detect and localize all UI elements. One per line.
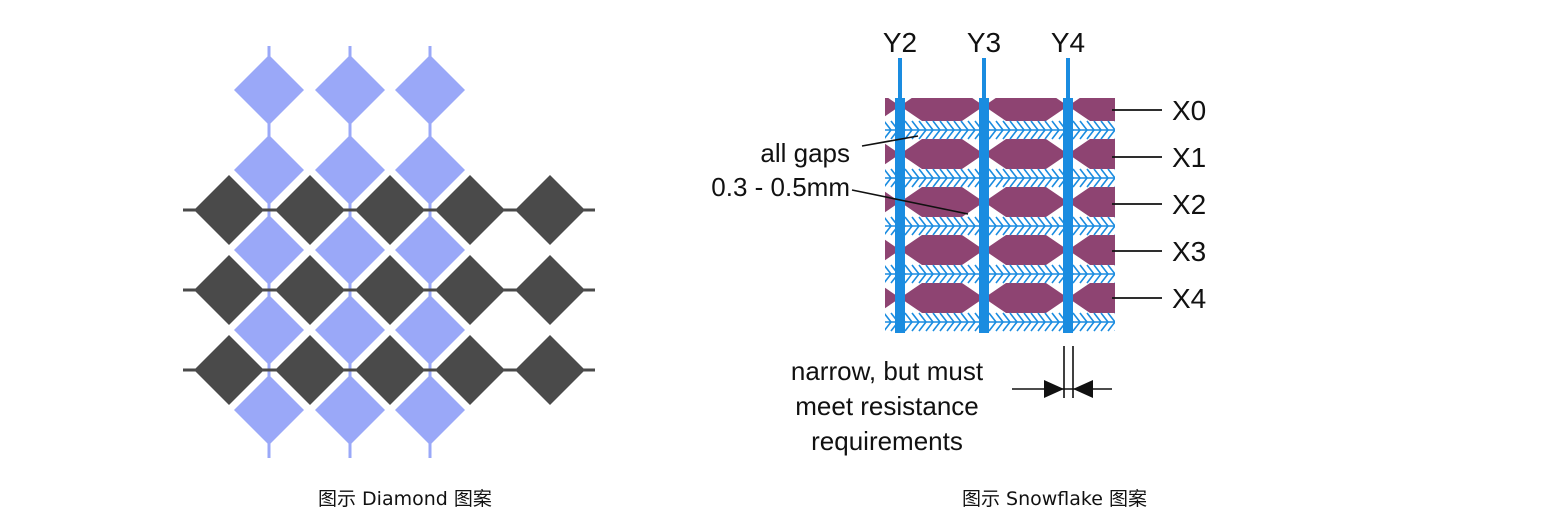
blue-diamond-pads <box>234 55 465 445</box>
dark-diamond-pad <box>355 335 425 405</box>
blue-diamond-pad <box>234 135 304 205</box>
gap-pointer-2 <box>851 189 969 215</box>
x-electrode-lobe <box>1068 235 1115 265</box>
blue-diamond-pad <box>234 55 304 125</box>
x-electrode-lobe <box>885 287 900 309</box>
x-label-x1: X1 <box>1172 142 1206 173</box>
dark-diamond-pad <box>194 335 264 405</box>
dark-diamond-pad <box>194 175 264 245</box>
x-electrode-lobe <box>1068 187 1115 217</box>
dark-diamond-pad <box>275 175 345 245</box>
x-label-leaders <box>1112 109 1162 299</box>
blue-diamond-pad <box>315 375 385 445</box>
dark-diamond-pad <box>355 255 425 325</box>
x-electrode-lobe <box>1068 139 1115 169</box>
x-label-x3: X3 <box>1172 236 1206 267</box>
blue-diamond-pad <box>234 215 304 285</box>
gap-annotation-line2: 0.3 - 0.5mm <box>711 172 850 202</box>
x-electrode-lobe <box>900 98 984 121</box>
dark-diamond-pad <box>355 175 425 245</box>
x-electrode-lobe <box>1068 98 1115 121</box>
blue-diamond-pad <box>315 215 385 285</box>
width-annotation-line3: requirements <box>811 426 963 456</box>
y-electrode-lines <box>895 98 1073 333</box>
dark-diamond-pad <box>515 175 585 245</box>
blue-diamond-pad <box>395 375 465 445</box>
x-label-x2: X2 <box>1172 189 1206 220</box>
x-electrode-lobe <box>900 187 984 217</box>
dark-diamond-pad <box>515 335 585 405</box>
blue-diamond-pad <box>234 295 304 365</box>
snowflake-pattern: Y2 Y3 Y4 X0 X1 X2 X3 X4 all gaps 0.3 - 0… <box>711 27 1206 456</box>
gap-annotation-line1: all gaps <box>760 138 850 168</box>
blue-diamond-pad <box>315 135 385 205</box>
x-electrode-lobe <box>900 139 984 169</box>
diamond-caption: 图示 Diamond 图案 <box>318 488 492 510</box>
dark-diamond-pad <box>275 255 345 325</box>
dark-diamond-pad <box>194 255 264 325</box>
y-electrode <box>1063 98 1073 333</box>
blue-diamond-pad <box>315 55 385 125</box>
x-electrode-lobe <box>900 235 984 265</box>
y-label-y4: Y4 <box>1051 27 1085 58</box>
width-annotation-line2: meet resistance <box>795 391 979 421</box>
x-electrode-lobe <box>900 283 984 313</box>
dark-diamond-pad <box>435 335 505 405</box>
y-label-y3: Y3 <box>967 27 1001 58</box>
blue-diamond-pad <box>395 135 465 205</box>
y-electrode-lead <box>982 58 986 98</box>
dark-diamond-pad <box>435 255 505 325</box>
gap-pointer-1 <box>861 135 919 147</box>
x-electrode-lobe <box>885 98 900 117</box>
x-electrode-lobe <box>1068 283 1115 313</box>
dimension-arrow-right <box>1073 380 1093 398</box>
x-electrode-lobe <box>984 187 1068 217</box>
snowflake-caption: 图示 Snowflake 图案 <box>962 488 1147 510</box>
x-electrode-lobe <box>984 139 1068 169</box>
blue-diamond-pad <box>395 55 465 125</box>
blue-diamond-pad <box>395 215 465 285</box>
x-electrode-bands <box>885 98 1115 313</box>
y-electrode <box>895 98 905 333</box>
x-electrode-lobe <box>885 143 900 165</box>
dark-diamond-pad <box>435 175 505 245</box>
blue-diamond-pad <box>395 295 465 365</box>
blue-diamond-pad <box>315 295 385 365</box>
width-annotation-line1: narrow, but must <box>791 356 984 386</box>
blue-diamond-pad <box>234 375 304 445</box>
x-label-x4: X4 <box>1172 283 1206 314</box>
dark-diamond-pad <box>515 255 585 325</box>
y-electrode <box>979 98 989 333</box>
x-electrode-lobe <box>885 239 900 261</box>
y-electrode-leads <box>898 58 1070 98</box>
x-electrode-lobe <box>984 98 1068 121</box>
x-electrode-lobe <box>984 235 1068 265</box>
y-electrode-lead <box>898 58 902 98</box>
y-electrode-lead <box>1066 58 1070 98</box>
dark-diamond-pad <box>275 335 345 405</box>
y-label-y2: Y2 <box>883 27 917 58</box>
dimension-arrow-left <box>1044 380 1064 398</box>
x-electrode-lobe <box>984 283 1068 313</box>
x-label-x0: X0 <box>1172 95 1206 126</box>
dark-diamond-pads <box>194 175 585 405</box>
diamond-pattern <box>183 46 595 458</box>
